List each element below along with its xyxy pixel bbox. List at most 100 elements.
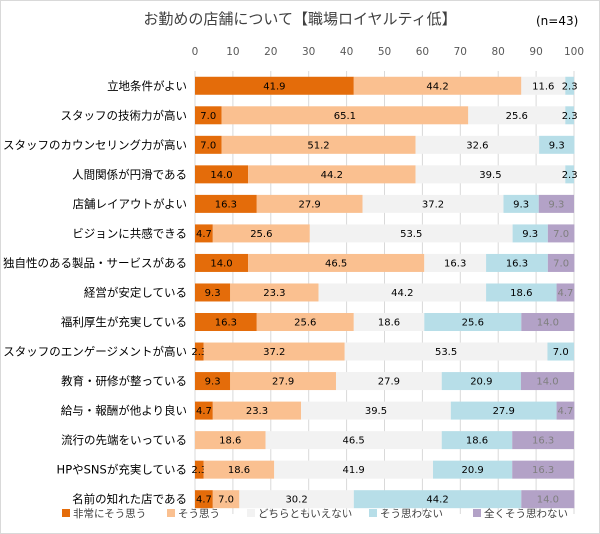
bar-segment	[521, 76, 566, 95]
data-label: 23.3	[246, 406, 268, 417]
bar-segment	[547, 253, 575, 272]
data-label: 7.0	[218, 495, 234, 506]
data-label: 20.9	[461, 465, 483, 476]
category-label: 名前の知れた店である	[72, 492, 187, 506]
bar-segment	[415, 165, 566, 184]
bar-segment	[556, 283, 575, 302]
data-label: 16.3	[532, 436, 554, 447]
data-label: 18.6	[378, 318, 400, 329]
bar-segment	[230, 283, 319, 302]
data-label: 11.6	[532, 81, 554, 92]
data-label: 4.7	[196, 229, 212, 240]
data-label: 18.6	[228, 465, 250, 476]
data-label: 18.6	[219, 436, 241, 447]
bar-segment	[335, 372, 442, 391]
bar-segment	[486, 253, 548, 272]
data-label: 4.7	[196, 495, 212, 506]
category-label: 人間関係が円滑である	[72, 167, 187, 181]
category-label: HPやSNSが充実している	[57, 463, 187, 477]
data-label: 27.9	[272, 377, 294, 388]
data-label: 16.3	[532, 465, 554, 476]
bar-segment	[203, 460, 275, 479]
bar-segment	[441, 372, 521, 391]
bar-segment	[212, 224, 310, 243]
data-label: 16.3	[444, 258, 466, 269]
bar-segment	[538, 194, 574, 213]
bar-segment	[547, 224, 575, 243]
bar-segment	[468, 106, 566, 125]
bar-segment	[318, 283, 487, 302]
category-label: 福利厚生が充実している	[61, 315, 187, 329]
data-label: 14.0	[537, 495, 559, 506]
bar-segment	[424, 253, 487, 272]
data-label: 4.7	[558, 406, 574, 417]
data-label: 41.9	[263, 81, 285, 92]
legend-label: 非常にそう思う	[73, 507, 146, 520]
category-label: 店舗レイアウトがよい	[73, 197, 187, 211]
data-label: 16.3	[215, 199, 237, 210]
legend-label: そう思わない	[380, 508, 443, 520]
bar-segment	[248, 253, 425, 272]
data-label: 37.2	[422, 199, 444, 210]
data-label: 25.6	[462, 318, 484, 329]
data-label: 2.3	[191, 465, 207, 476]
category-label: スタッフのエンゲージメントが高い	[3, 345, 187, 359]
bar-segment	[195, 460, 204, 479]
bar-segment	[195, 342, 204, 361]
bar-segment	[212, 490, 240, 509]
data-label: 30.2	[285, 495, 307, 506]
bar-segment	[248, 165, 416, 184]
data-label: 27.9	[493, 406, 515, 417]
bar-segment	[565, 165, 574, 184]
data-label: 18.6	[510, 288, 532, 299]
data-label: 16.3	[215, 318, 237, 329]
x-tick-label: 10	[226, 46, 239, 58]
data-label: 53.5	[400, 229, 422, 240]
bar-segment	[195, 431, 266, 450]
bar-segment	[309, 224, 513, 243]
x-tick-label: 50	[378, 46, 391, 58]
bar-segment	[486, 283, 557, 302]
legend-swatch	[369, 509, 377, 517]
legend-swatch	[247, 509, 255, 517]
bar-segment	[547, 342, 574, 361]
legend-label: そう思う	[178, 508, 220, 520]
data-label: 41.9	[342, 465, 364, 476]
bar-segment	[195, 194, 257, 213]
x-tick-label: 80	[492, 46, 505, 58]
bar-segment	[195, 283, 231, 302]
data-label: 20.9	[470, 377, 492, 388]
bar-segment	[256, 194, 363, 213]
bar-segment	[256, 313, 354, 332]
bar-segment	[274, 460, 434, 479]
category-label: スタッフの技術力が高い	[61, 108, 188, 122]
data-label: 46.5	[342, 436, 364, 447]
data-label: 53.5	[435, 347, 457, 358]
bar-segment	[512, 460, 574, 479]
chart-title: お勤めの店舗について【職場ロイヤルティ低】	[143, 10, 457, 28]
bar-segment	[195, 490, 213, 509]
data-label: 14.0	[210, 170, 232, 181]
category-label: 流行の先端をいっている	[61, 433, 187, 447]
data-label: 2.3	[562, 81, 578, 92]
data-label: 14.0	[210, 258, 232, 269]
bar-segment	[441, 431, 513, 450]
category-label: 独自性のある製品・サービスがある	[3, 256, 187, 270]
bar-segment	[265, 431, 442, 450]
data-label: 18.6	[466, 436, 488, 447]
bar-segment	[521, 313, 575, 332]
bar-segment	[195, 253, 249, 272]
bar-segment	[539, 135, 575, 154]
data-label: 9.3	[549, 140, 565, 151]
bar-segment	[565, 106, 574, 125]
data-label: 44.2	[426, 495, 448, 506]
data-label: 9.3	[548, 199, 564, 210]
bar-segment	[433, 460, 513, 479]
bar-segment	[301, 401, 451, 420]
legend-label: 全くそう思わない	[484, 507, 568, 520]
data-label: 7.0	[200, 111, 216, 122]
data-label: 44.2	[391, 288, 413, 299]
bar-segment	[521, 490, 575, 509]
data-label: 2.3	[191, 347, 207, 358]
